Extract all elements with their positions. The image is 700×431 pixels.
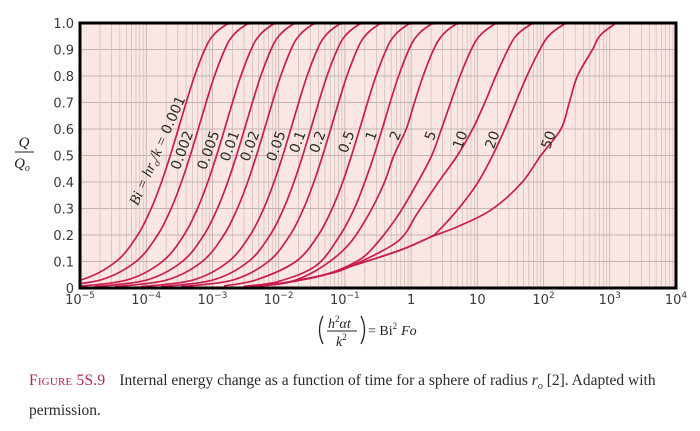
x-label-denominator: k2 — [336, 332, 347, 350]
curve-bi-2 — [249, 23, 503, 288]
y-tick-label: 0 — [66, 282, 74, 297]
caption-var-sub: o — [537, 381, 543, 393]
curve-bi-0.01 — [94, 23, 340, 288]
curve-bi-0.02 — [114, 23, 360, 288]
y-tick-label: 0.5 — [53, 150, 74, 165]
curve-bi-0.2 — [180, 23, 426, 288]
x-tick-label: 102 — [532, 291, 554, 308]
figure-number: Figure 5S.9 — [29, 372, 106, 389]
caption-var: r — [531, 372, 538, 389]
curve-bi-0.005 — [80, 23, 320, 288]
y-axis-label: Q Qo — [14, 135, 34, 174]
curve-bi-1 — [243, 23, 478, 288]
y-tick-label: 0.7 — [53, 97, 74, 112]
curve-bi-50 — [249, 23, 660, 288]
plot-frame — [78, 21, 678, 290]
x-tick-label: 10−2 — [264, 291, 294, 308]
eq-text: = Bi — [368, 324, 393, 339]
curve-label-50: 50 — [539, 129, 560, 151]
x-tick-label: 1 — [407, 293, 415, 308]
curve-label-0.2: 0.2 — [307, 129, 330, 155]
x-label-numerator: h2αt — [328, 314, 352, 332]
y-tick-label: 0.8 — [53, 70, 74, 85]
curve-bi-0.1 — [160, 23, 406, 288]
curves — [80, 23, 660, 288]
curve-label-0.5: 0.5 — [336, 129, 359, 155]
left-paren — [318, 315, 324, 345]
y-tick-label: 0.2 — [53, 229, 74, 244]
x-tick-label: 10−4 — [131, 291, 161, 308]
curve-label-20: 20 — [482, 129, 503, 151]
y-tick-label: 0.9 — [53, 44, 74, 59]
x-tick-label: 103 — [599, 291, 621, 308]
curve-bi-0.05 — [140, 23, 386, 288]
curve-label-0.1: 0.1 — [287, 129, 310, 155]
y-tick-label: 0.4 — [53, 176, 74, 191]
x-tick-label: 10 — [469, 293, 486, 308]
y-label-denominator: Qo — [14, 156, 30, 174]
right-paren — [360, 315, 366, 345]
y-tick-label: 0.1 — [53, 256, 74, 271]
caption-text-after: [2]. Adapted with permission. — [29, 372, 656, 420]
curve-bi-0.002 — [80, 23, 294, 285]
x-tick-label: 104 — [665, 291, 688, 308]
curve-label-10: 10 — [450, 129, 471, 151]
x-axis-label: h2αt k2 = Bi2 Fo — [318, 314, 417, 350]
x-label-equation: = Bi2 Fo — [368, 321, 417, 339]
y-tick-labels: 0 0.1 0.2 0.3 0.4 0.5 0.6 0.7 0.8 0.9 1.0 — [53, 17, 74, 297]
y-tick-label: 0.3 — [53, 203, 74, 218]
x-tick-label: 10−1 — [330, 291, 360, 308]
figure-caption: Figure 5S.9 Internal energy change as a f… — [29, 369, 689, 423]
y-label-numerator: Q — [19, 135, 30, 151]
x-tick-labels: 10−5 10−4 10−3 10−2 10−1 1 10 102 103 104 — [65, 291, 687, 308]
curve-bi-0.001 — [80, 23, 274, 282]
x-tick-label: 10−3 — [198, 291, 228, 308]
y-tick-label: 1.0 — [53, 17, 74, 32]
caption-text-before: Internal energy change as a function of … — [119, 372, 532, 389]
curve-bi-0.5 — [223, 23, 455, 287]
x-tick-label: 10−5 — [65, 291, 95, 308]
y-tick-label: 0.6 — [53, 123, 74, 138]
